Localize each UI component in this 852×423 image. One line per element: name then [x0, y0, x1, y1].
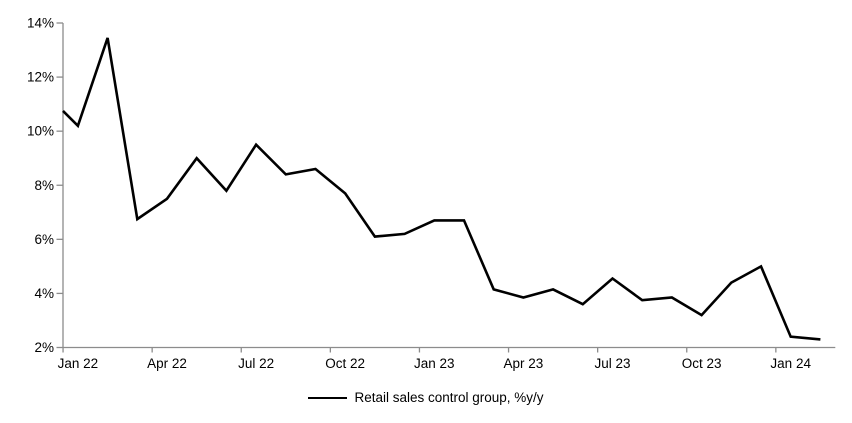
x-tick-label: Jan 23 — [414, 356, 455, 371]
legend: Retail sales control group, %y/y — [0, 390, 852, 405]
y-tick-label: 6% — [34, 232, 54, 247]
x-tick-label: Oct 23 — [682, 356, 722, 371]
x-tick-label: Apr 23 — [504, 356, 544, 371]
x-tick-label: Jul 22 — [238, 356, 274, 371]
x-tick-label: Oct 22 — [325, 356, 365, 371]
y-tick-label: 2% — [34, 340, 54, 355]
y-tick-label: 4% — [34, 286, 54, 301]
y-tick-label: 10% — [27, 124, 54, 139]
legend-line-swatch — [308, 396, 348, 399]
y-tick-label: 14% — [27, 16, 54, 31]
series-line-retail-sales — [62, 37, 821, 341]
chart-plot-area: 2% 4% 6% 8% 10% 12% 14% Jan 22 Apr 22 Jul 22 Oct 2… — [27, 16, 836, 371]
legend-label: Retail sales control group, %y/y — [354, 390, 544, 405]
x-tick-label: Jul 23 — [594, 356, 630, 371]
x-tick-label: Jan 24 — [770, 356, 811, 371]
x-tick-label: Apr 22 — [147, 356, 187, 371]
y-tick-label: 8% — [34, 178, 54, 193]
y-tick-label: 12% — [27, 70, 54, 85]
x-tick-label: Jan 22 — [58, 356, 99, 371]
